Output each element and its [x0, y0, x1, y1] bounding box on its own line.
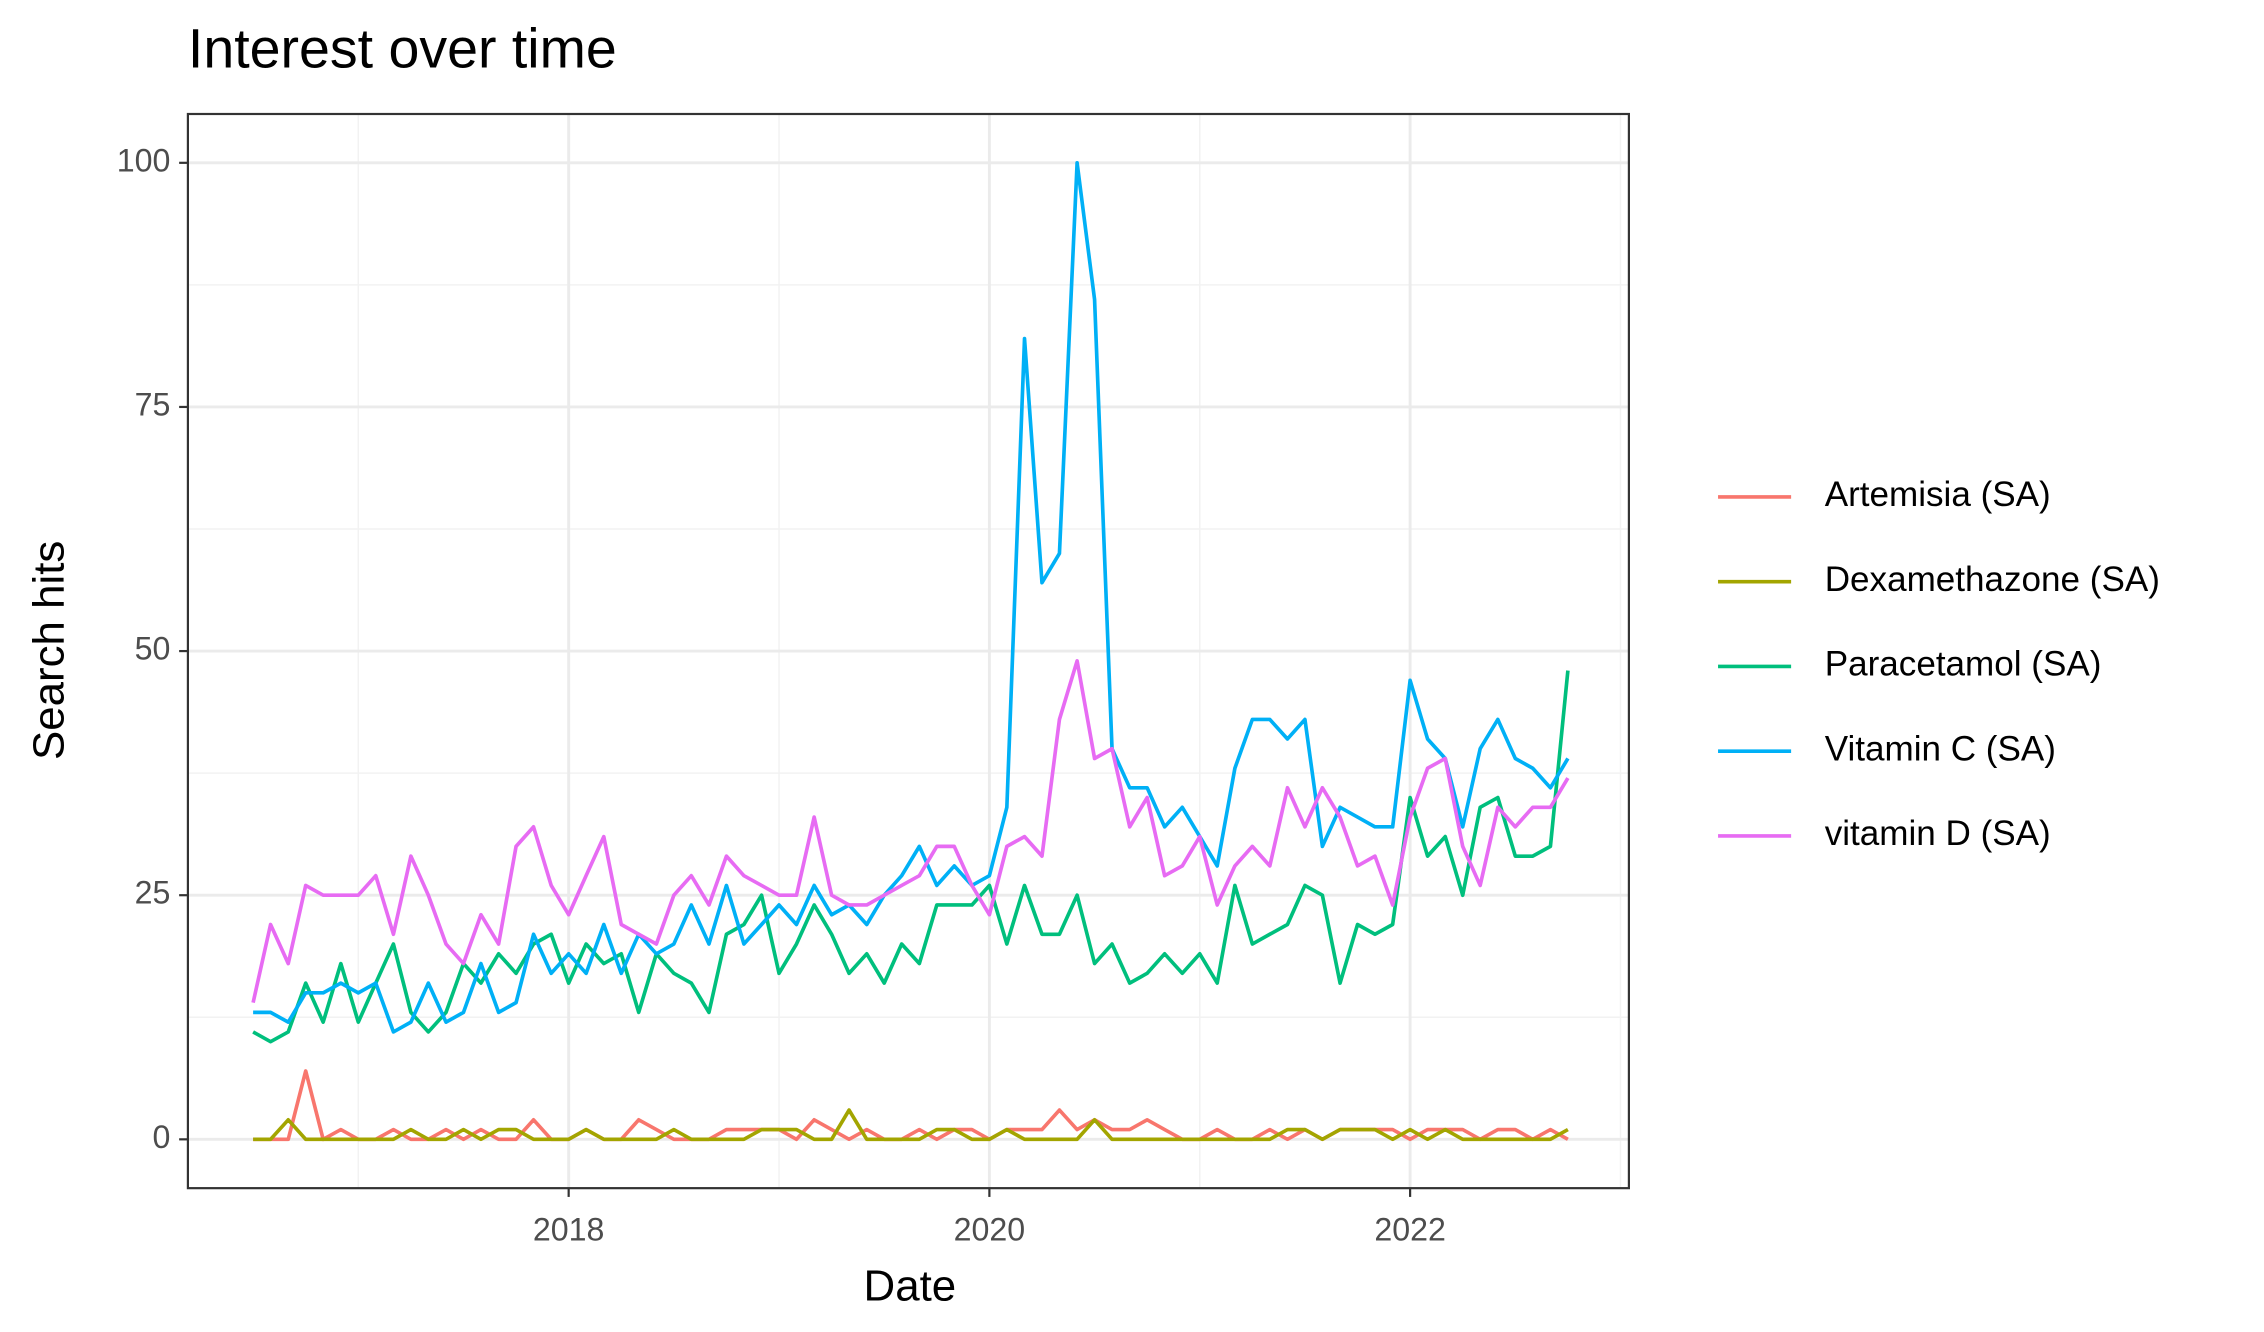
- plot-border: [186, 112, 1630, 1190]
- chart-title: Interest over time: [188, 17, 617, 79]
- x-tick-label: 2018: [533, 1212, 605, 1248]
- line-series: [252, 670, 1570, 1044]
- x-axis-label: Date: [864, 1262, 957, 1311]
- x-tick-label: 2020: [954, 1212, 1026, 1248]
- x-tick-label: 2022: [1374, 1212, 1446, 1248]
- line-series: [253, 1108, 1569, 1142]
- legend-label: vitamin D (SA): [1825, 814, 2051, 853]
- y-tick-label: 75: [135, 386, 171, 422]
- y-tick-label: 100: [117, 142, 171, 178]
- y-tick-label: 50: [135, 631, 171, 667]
- line-series: [251, 659, 1570, 1004]
- y-tick-label: 0: [152, 1119, 170, 1155]
- y-axis-label: Search hits: [25, 541, 74, 760]
- legend-label: Artemisia (SA): [1825, 475, 2051, 514]
- legend-label: Paracetamol (SA): [1825, 645, 2102, 684]
- legend-label: Vitamin C (SA): [1825, 729, 2056, 768]
- legend-label: Dexamethazone (SA): [1825, 560, 2160, 599]
- y-tick-label: 25: [135, 875, 171, 911]
- line-series: [253, 160, 1570, 1034]
